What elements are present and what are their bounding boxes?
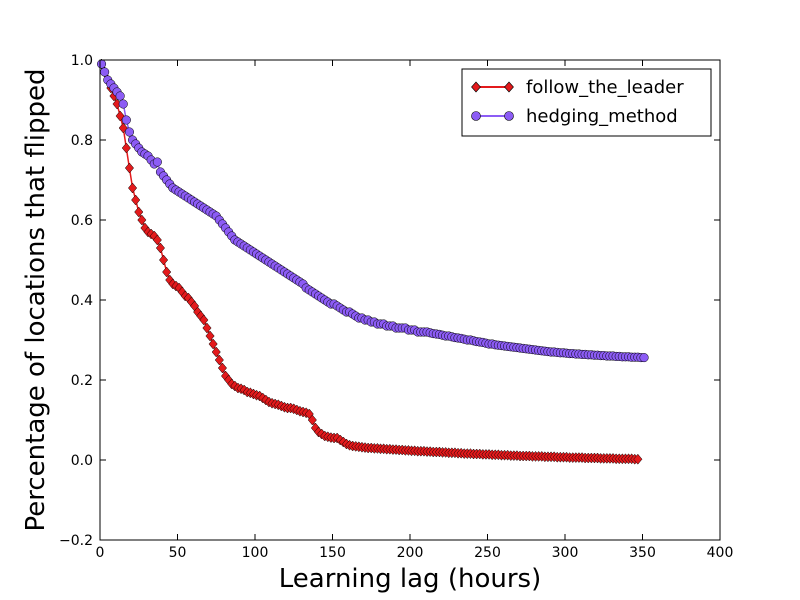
- data-point-follow-the-leader: [211, 346, 221, 358]
- data-point-follow-the-leader: [131, 194, 141, 206]
- legend: follow_the_leader hedging_method: [461, 68, 712, 137]
- data-point-follow-the-leader: [124, 162, 134, 174]
- y-axis-label: Percentage of locations that flipped: [21, 69, 51, 532]
- data-point-follow-the-leader: [208, 338, 218, 350]
- x-tick-label: 400: [707, 545, 734, 561]
- data-point-follow-the-leader: [159, 254, 169, 266]
- series-follow-the-leader: [97, 58, 643, 465]
- y-tick-label: 0.0: [71, 453, 93, 469]
- legend-label-follow-the-leader: follow_the_leader: [526, 77, 684, 98]
- data-point-hedging-method: [118, 99, 128, 109]
- data-point-hedging-method: [97, 59, 107, 69]
- x-tick-label: 250: [474, 545, 501, 561]
- y-tick-label: −0.2: [59, 533, 93, 549]
- data-point-hedging-method: [152, 157, 162, 167]
- data-point-hedging-method: [121, 115, 131, 125]
- x-tick-label: 300: [552, 545, 579, 561]
- y-tick-label: 0.4: [71, 293, 93, 309]
- x-axis-label: Learning lag (hours): [279, 564, 541, 594]
- x-tick-label: 0: [96, 545, 105, 561]
- y-tick-label: 0.2: [71, 373, 93, 389]
- data-point-follow-the-leader: [214, 354, 224, 366]
- legend-marker-follow-the-leader: [471, 81, 481, 93]
- data-point-follow-the-leader: [152, 234, 162, 246]
- data-point-hedging-method: [639, 353, 649, 363]
- legend-label-hedging-method: hedging_method: [526, 106, 678, 127]
- x-tick-label: 150: [319, 545, 346, 561]
- y-tick-label: 1.0: [71, 53, 93, 69]
- data-point-hedging-method: [115, 91, 125, 101]
- x-tick-label: 50: [169, 545, 187, 561]
- data-point-follow-the-leader: [128, 182, 138, 194]
- series-hedging-method: [97, 59, 649, 363]
- legend-marker-hedging-method: [504, 111, 514, 121]
- data-point-follow-the-leader: [134, 206, 144, 218]
- legend-frame: [461, 68, 712, 137]
- data-point-follow-the-leader: [162, 266, 172, 278]
- data-point-hedging-method: [124, 127, 134, 137]
- data-point-follow-the-leader: [121, 142, 131, 154]
- data-point-follow-the-leader: [205, 330, 215, 342]
- data-point-follow-the-leader: [217, 362, 227, 374]
- data-point-follow-the-leader: [155, 242, 165, 254]
- data-point-follow-the-leader: [137, 214, 147, 226]
- data-point-follow-the-leader: [307, 414, 317, 426]
- x-tick-label: 350: [629, 545, 656, 561]
- y-tick-label: 0.6: [71, 213, 93, 229]
- data-point-hedging-method: [100, 67, 110, 77]
- series-layer: [97, 58, 649, 465]
- data-point-follow-the-leader: [199, 314, 209, 326]
- legend-marker-hedging-method: [471, 111, 481, 121]
- data-point-follow-the-leader: [633, 453, 643, 465]
- axes-layer: 0 50 100 150 200 250 300 350 400 −0.2 0.0 0.2 0.4 0.6…: [59, 53, 733, 561]
- y-tick-label: 0.8: [71, 133, 93, 149]
- x-tick-label: 100: [242, 545, 269, 561]
- legend-marker-follow-the-leader: [504, 81, 514, 93]
- data-point-follow-the-leader: [202, 322, 212, 334]
- x-tick-label: 200: [397, 545, 424, 561]
